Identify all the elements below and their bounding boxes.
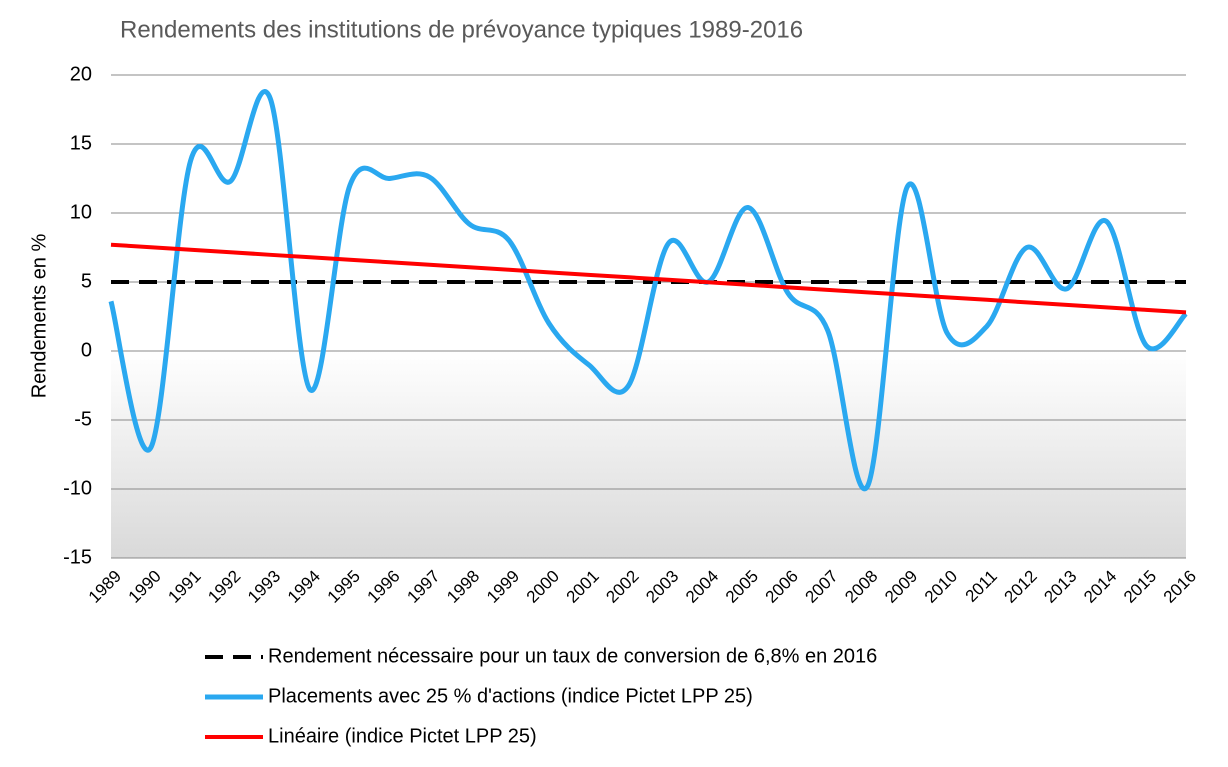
y-tick-label: 20 bbox=[70, 63, 92, 85]
x-tick-label: 2010 bbox=[921, 567, 961, 607]
x-tick-label: 2000 bbox=[523, 567, 563, 607]
x-tick-label: 1996 bbox=[364, 567, 404, 607]
y-tick-label: 5 bbox=[81, 270, 92, 292]
x-tick-label: 2005 bbox=[722, 567, 762, 607]
x-tick-label: 2007 bbox=[801, 567, 841, 607]
x-tick-label: 1993 bbox=[244, 567, 284, 607]
y-tick-label: 0 bbox=[81, 339, 92, 361]
x-tick-label: 1991 bbox=[164, 567, 204, 607]
y-tick-label: 10 bbox=[70, 201, 92, 223]
x-tick-label: 2014 bbox=[1080, 567, 1120, 607]
x-tick-label: 2009 bbox=[881, 567, 921, 607]
legend-label: Rendement nécessaire pour un taux de con… bbox=[268, 645, 877, 667]
x-tick-label: 2013 bbox=[1040, 567, 1080, 607]
plot-shade bbox=[111, 351, 1186, 558]
x-tick-label: 2003 bbox=[642, 567, 682, 607]
legend-label: Placements avec 25 % d'actions (indice P… bbox=[268, 685, 753, 707]
x-tick-label: 2015 bbox=[1120, 567, 1160, 607]
x-tick-label: 2016 bbox=[1160, 567, 1200, 607]
x-tick-label: 2012 bbox=[1001, 567, 1041, 607]
legend-label: Linéaire (indice Pictet LPP 25) bbox=[268, 725, 537, 747]
x-tick-label: 2001 bbox=[563, 567, 603, 607]
x-tick-label: 2006 bbox=[762, 567, 802, 607]
x-tick-label: 2002 bbox=[602, 567, 642, 607]
x-tick-label: 1995 bbox=[324, 567, 364, 607]
y-axis-label: Rendements en % bbox=[28, 234, 50, 399]
x-tick-label: 1990 bbox=[125, 567, 165, 607]
x-tick-label: 2011 bbox=[962, 567, 1001, 606]
chart-title: Rendements des institutions de prévoyanc… bbox=[120, 16, 803, 43]
series-line bbox=[108, 89, 1188, 492]
x-tick-label: 1989 bbox=[85, 567, 125, 607]
y-tick-label: -5 bbox=[74, 408, 92, 430]
y-tick-label: -10 bbox=[63, 477, 92, 499]
y-tick-label: -15 bbox=[63, 546, 92, 568]
y-tick-label: 15 bbox=[70, 132, 92, 154]
x-tick-label: 2008 bbox=[841, 567, 881, 607]
x-tick-label: 1994 bbox=[284, 567, 324, 607]
x-tick-label: 1992 bbox=[204, 567, 244, 607]
x-tick-label: 1997 bbox=[403, 567, 443, 607]
series-line bbox=[110, 242, 1187, 315]
x-tick-label: 1999 bbox=[483, 567, 523, 607]
x-tick-label: 2004 bbox=[682, 567, 722, 607]
x-tick-label: 1998 bbox=[443, 567, 483, 607]
